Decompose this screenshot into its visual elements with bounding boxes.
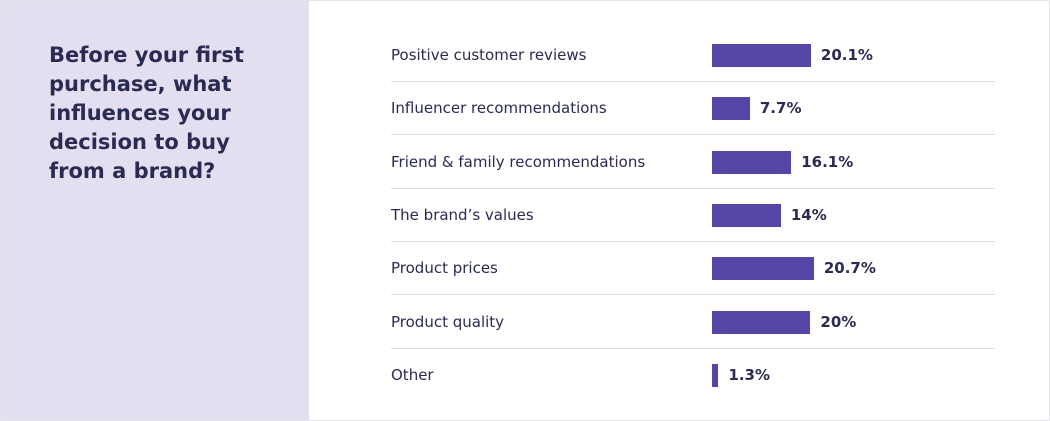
value-label: 7.7% [759, 99, 802, 118]
chart-row: Product prices 20.7% [391, 242, 995, 296]
category-label: Influencer recommendations [391, 99, 607, 118]
bar [712, 257, 814, 281]
bar [712, 97, 750, 121]
question-panel: Before your first purchase, what influen… [1, 1, 309, 420]
chart-row: Influencer recommendations 7.7% [391, 82, 995, 136]
category-label: The brand’s values [391, 205, 534, 224]
chart-row: Positive customer reviews 20.1% [391, 29, 995, 82]
bar [712, 310, 811, 334]
bar [712, 363, 719, 387]
value-label: 1.3% [728, 365, 770, 384]
value-label: 20% [820, 312, 857, 331]
category-label: Positive customer reviews [391, 46, 587, 64]
value-label: 14% [790, 205, 827, 224]
bar-chart: Positive customer reviews 20.1% Influencer… [309, 1, 1049, 420]
chart-row: Product quality 20% [391, 296, 995, 349]
chart-row: Friend & family recommendations 16.1% [391, 136, 995, 189]
value-label: 20.7% [823, 259, 876, 278]
question-heading: Before your first purchase, what influen… [49, 43, 244, 183]
chart-row: Other 1.3% [391, 349, 995, 402]
chart-row: The brand’s values 14% [391, 189, 995, 242]
category-label: Product quality [391, 312, 505, 331]
value-label: 20.1% [820, 46, 873, 64]
bar [712, 44, 811, 67]
category-label: Friend & family recommendations [391, 152, 646, 171]
bar [712, 203, 781, 227]
bar [712, 150, 792, 174]
category-label: Other [391, 365, 434, 384]
value-label: 16.1% [801, 152, 854, 171]
category-label: Product prices [391, 259, 498, 278]
